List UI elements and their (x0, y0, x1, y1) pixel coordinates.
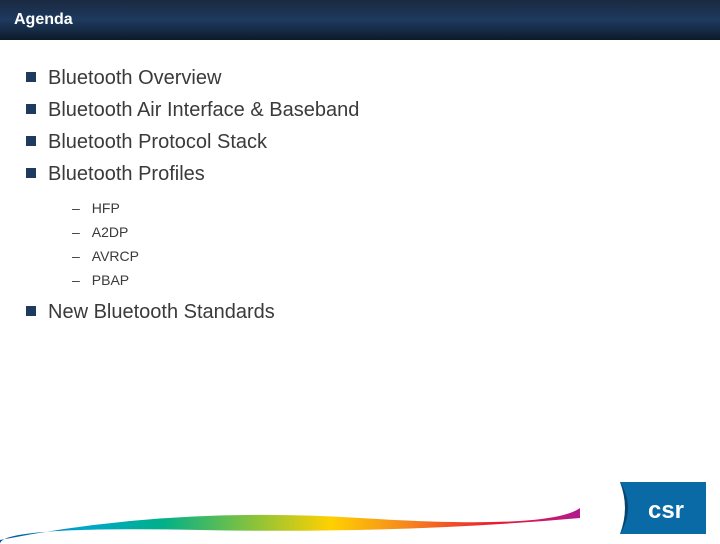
agenda-subitem: – PBAP (72, 270, 694, 290)
agenda-subitem: – AVRCP (72, 246, 694, 266)
agenda-item: Bluetooth Profiles (26, 160, 694, 188)
agenda-list-continued: New Bluetooth Standards (26, 298, 694, 326)
csr-logo-icon: csr (616, 482, 706, 534)
agenda-subitem: – HFP (72, 198, 694, 218)
bullet-icon (26, 136, 36, 146)
agenda-item-label: Bluetooth Overview (48, 64, 221, 92)
agenda-item: Bluetooth Protocol Stack (26, 128, 694, 156)
slide-title: Agenda (14, 11, 73, 28)
agenda-item: Bluetooth Overview (26, 64, 694, 92)
dash-icon: – (72, 246, 80, 266)
agenda-item-label: Bluetooth Profiles (48, 160, 205, 188)
bullet-icon (26, 72, 36, 82)
agenda-sublist: – HFP – A2DP – AVRCP – PBAP (72, 198, 694, 290)
agenda-list: Bluetooth Overview Bluetooth Air Interfa… (26, 64, 694, 188)
slide-content: Bluetooth Overview Bluetooth Air Interfa… (0, 40, 720, 326)
agenda-subitem-label: A2DP (92, 222, 129, 242)
slide-header: Agenda (0, 0, 720, 40)
bullet-icon (26, 306, 36, 316)
agenda-item-label: Bluetooth Air Interface & Baseband (48, 96, 359, 124)
dash-icon: – (72, 198, 80, 218)
agenda-item-label: Bluetooth Protocol Stack (48, 128, 267, 156)
agenda-subitem-label: AVRCP (92, 246, 139, 266)
rainbow-swoosh-icon (0, 504, 580, 530)
bullet-icon (26, 168, 36, 178)
agenda-item: New Bluetooth Standards (26, 298, 694, 326)
logo-text: csr (648, 497, 684, 524)
dash-icon: – (72, 270, 80, 290)
agenda-item: Bluetooth Air Interface & Baseband (26, 96, 694, 124)
agenda-item-label: New Bluetooth Standards (48, 298, 275, 326)
agenda-subitem-label: PBAP (92, 270, 129, 290)
bullet-icon (26, 104, 36, 114)
agenda-subitem: – A2DP (72, 222, 694, 242)
agenda-subitem-label: HFP (92, 198, 120, 218)
slide-footer: csr (0, 478, 720, 540)
dash-icon: – (72, 222, 80, 242)
